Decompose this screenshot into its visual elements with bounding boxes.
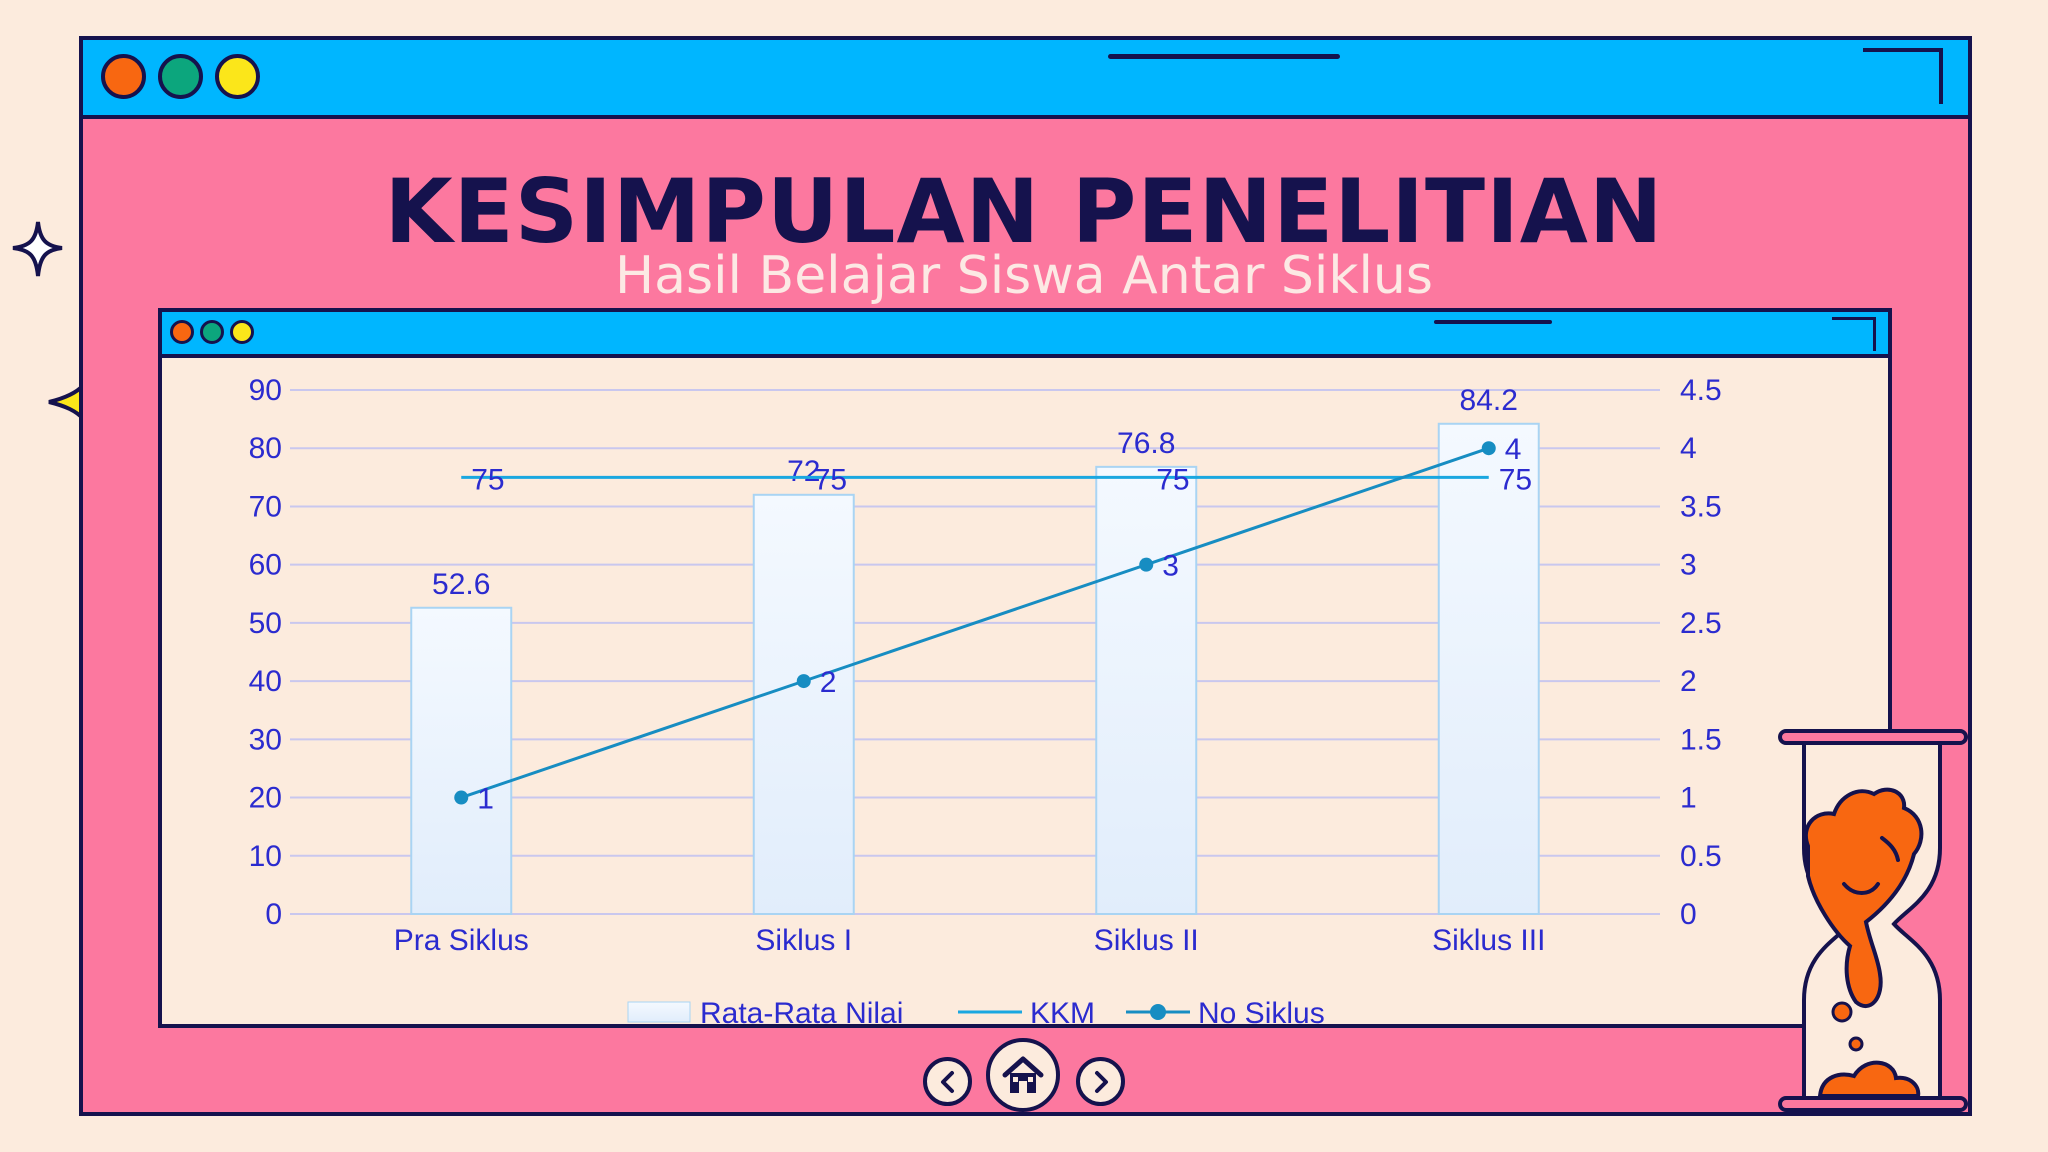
y-right-tick-label: 4 [1680,432,1697,465]
titlebar-corner-mark [1863,48,1943,104]
y-right-tick-label: 1.5 [1680,723,1722,756]
kkm-data-label: 75 [471,463,504,496]
page-subtitle: Hasil Belajar Siswa Antar Siklus [615,246,1433,306]
no-siklus-data-label: 3 [1162,550,1179,583]
next-button[interactable] [1076,1057,1125,1106]
y-left-tick-label: 60 [249,549,282,582]
y-left-tick-label: 20 [249,782,282,815]
y-left-tick-label: 40 [249,665,282,698]
chart-window-close-dot [170,320,194,344]
chart-window-minimize-dot [200,320,224,344]
y-right-tick-label: 3 [1680,549,1697,582]
x-tick-label: Siklus II [1094,924,1199,957]
no-siklus-data-label: 2 [820,666,837,699]
outer-window-titlebar [83,40,1968,119]
home-icon [1002,1056,1044,1093]
y-left-tick-label: 90 [249,374,282,407]
titlebar-handle-line [1108,54,1340,59]
y-left-tick-label: 70 [249,490,282,523]
no-siklus-point [1139,557,1154,572]
chart-window-maximize-dot [230,320,254,344]
no-siklus-data-label: 1 [477,783,494,816]
prev-button[interactable] [923,1057,972,1106]
no-siklus-data-label: 4 [1505,433,1522,466]
window-close-dot [101,54,146,99]
x-tick-label: Pra Siklus [394,924,529,957]
x-tick-label: Siklus I [755,924,852,957]
y-right-tick-label: 4.5 [1680,374,1722,407]
hourglass-icon [1778,729,1968,1112]
bar-data-label: 72 [787,455,820,488]
y-left-tick-label: 80 [249,432,282,465]
y-left-tick-label: 10 [249,840,282,873]
no-siklus-point [454,790,469,805]
bar-data-label: 52.6 [432,568,490,601]
outline-star-icon [12,221,63,277]
home-button[interactable] [986,1038,1060,1112]
y-right-tick-label: 2.5 [1680,607,1722,640]
bar [410,606,513,915]
page-title: KESIMPULAN PENELITIAN [384,160,1664,263]
x-tick-label: Siklus III [1432,924,1545,957]
chevron-left-icon [940,1070,954,1093]
legend-swatch-bar [627,1001,691,1023]
window-maximize-dot [215,54,260,99]
kkm-data-label: 75 [1499,463,1532,496]
window-minimize-dot [158,54,203,99]
y-right-tick-label: 3.5 [1680,490,1722,523]
bar-data-label: 76.8 [1117,427,1175,460]
chart-titlebar-handle-line [1434,320,1552,324]
kkm-data-label: 75 [1156,463,1189,496]
y-left-tick-label: 30 [249,723,282,756]
kkm-data-label: 75 [814,463,847,496]
y-right-tick-label: 1 [1680,782,1697,815]
y-right-tick-label: 0 [1680,898,1697,931]
chart-window-bottom-border [158,1024,1892,1028]
chart-titlebar-corner-mark [1832,317,1876,351]
bar-data-label: 84.2 [1460,384,1518,417]
no-siklus-line [460,446,1490,799]
chart-window-titlebar [162,312,1888,358]
no-siklus-point [796,674,811,689]
bar [752,493,855,915]
legend-marker-no-siklus [1150,1004,1166,1020]
bar [1437,422,1540,915]
y-left-tick-label: 0 [265,898,282,931]
y-left-tick-label: 50 [249,607,282,640]
y-right-tick-label: 0.5 [1680,840,1722,873]
no-siklus-point [1481,441,1496,456]
bar [1095,465,1198,915]
y-right-tick-label: 2 [1680,665,1697,698]
chevron-right-icon [1094,1070,1108,1093]
